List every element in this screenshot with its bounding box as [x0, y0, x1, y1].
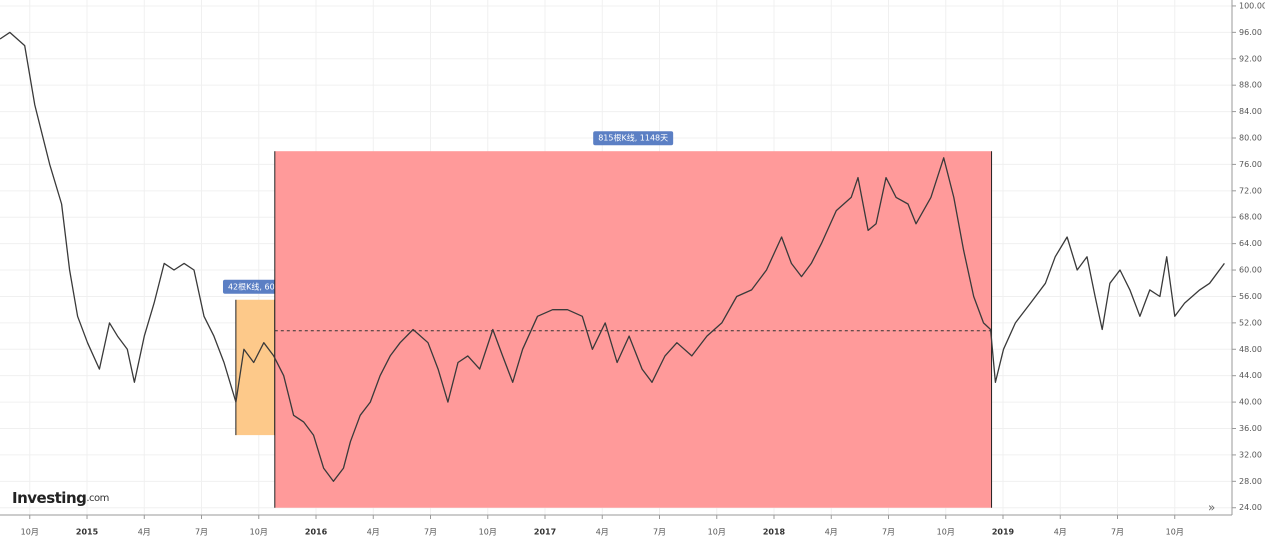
y-tick-label: 88.00 — [1239, 81, 1262, 90]
x-tick-label: 4月 — [596, 528, 609, 537]
range-box — [274, 151, 992, 508]
x-tick-label: 7月 — [1111, 528, 1124, 537]
y-tick-label: 64.00 — [1239, 239, 1262, 248]
price-line — [0, 31, 1225, 482]
x-tick-label: 4月 — [825, 528, 838, 537]
y-tick-label: 72.00 — [1239, 186, 1262, 195]
x-tick-label: 10月 — [21, 528, 39, 537]
y-tick-label: 68.00 — [1239, 213, 1262, 222]
x-tick-label: 7月 — [195, 528, 208, 537]
y-tick-label: 24.00 — [1239, 503, 1262, 512]
x-tick-label: 2017 — [534, 528, 556, 537]
y-tick-label: 96.00 — [1239, 28, 1262, 37]
x-tick-label: 2018 — [763, 528, 786, 537]
line-layer — [0, 31, 1225, 482]
scroll-icon[interactable]: » — [1208, 501, 1215, 515]
range-label-bg — [593, 131, 674, 146]
annotation-layer: 42根K线, 60天 815根K线, 1148天 — [222, 131, 993, 508]
y-tick-label: 36.00 — [1239, 424, 1262, 433]
x-tick-label: 10月 — [1166, 528, 1184, 537]
y-tick-label: 80.00 — [1239, 133, 1262, 142]
y-tick-label: 100.00 — [1239, 1, 1265, 10]
y-tick-label: 60.00 — [1239, 266, 1262, 275]
x-tick-label: 7月 — [653, 528, 666, 537]
y-tick-label: 48.00 — [1239, 345, 1262, 354]
x-tick-label: 4月 — [138, 528, 151, 537]
y-tick-label: 84.00 — [1239, 107, 1262, 116]
brand: Investing.com — [12, 489, 109, 507]
x-tick-label: 2019 — [992, 528, 1015, 537]
axis-layer: 24.00 28.00 32.00 36.00 40.00 44.00 48.00 52.00… — [21, 1, 1265, 536]
y-tick-label: 40.00 — [1239, 398, 1262, 407]
x-tick-label: 2015 — [76, 528, 99, 537]
brand-suffix: .com — [86, 493, 109, 504]
x-tick-label: 10月 — [479, 528, 497, 537]
y-tick-label: 92.00 — [1239, 54, 1262, 63]
x-tick-label: 4月 — [367, 528, 380, 537]
x-tick-label: 10月 — [708, 528, 726, 537]
y-tick-label: 52.00 — [1239, 318, 1262, 327]
x-tick-label: 2016 — [305, 528, 328, 537]
brand-name: Investing — [12, 489, 86, 507]
range-box — [235, 299, 275, 436]
x-tick-label: 10月 — [250, 528, 268, 537]
y-tick-label: 44.00 — [1239, 371, 1262, 380]
y-tick-label: 32.00 — [1239, 450, 1262, 459]
x-tick-label: 7月 — [882, 528, 895, 537]
y-tick-label: 76.00 — [1239, 160, 1262, 169]
x-tick-label: 4月 — [1054, 528, 1067, 537]
range-label-bg — [222, 279, 288, 294]
x-tick-label: 7月 — [424, 528, 437, 537]
range-label: 815根K线, 1148天 — [598, 133, 668, 143]
y-tick-label: 28.00 — [1239, 477, 1262, 486]
x-tick-label: 10月 — [937, 528, 955, 537]
range-label: 42根K线, 60天 — [228, 281, 283, 291]
y-tick-label: 56.00 — [1239, 292, 1262, 301]
